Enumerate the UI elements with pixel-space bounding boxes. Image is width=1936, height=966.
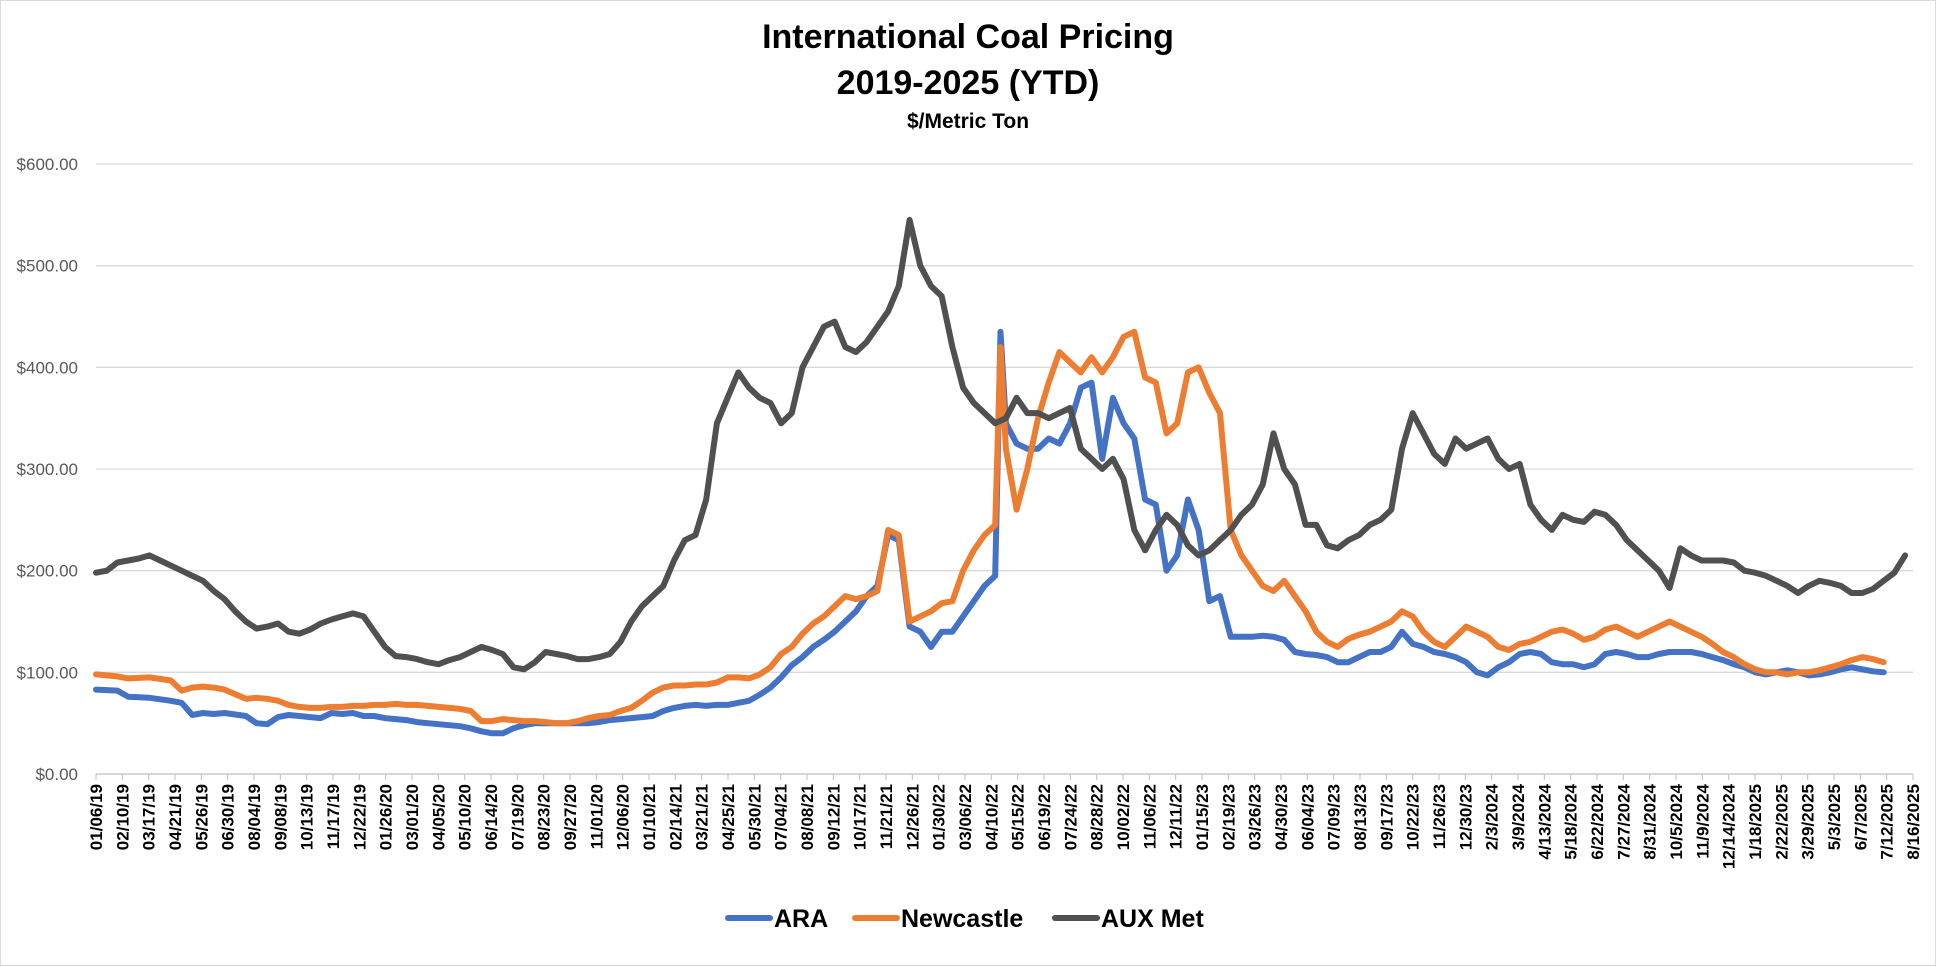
x-tick-label: 09/17/23: [1377, 784, 1396, 850]
x-tick-label: 11/01/20: [587, 784, 606, 849]
x-tick-label: 02/14/21: [666, 784, 685, 850]
legend-label: Newcastle: [901, 905, 1023, 933]
x-tick-label: 7/27/2024: [1614, 783, 1633, 859]
x-tick-label: 09/08/19: [271, 784, 290, 850]
x-tick-label: 11/9/2024: [1693, 783, 1712, 858]
x-tick-label: 8/31/2024: [1641, 783, 1660, 859]
y-tick-label: $300.00: [17, 460, 78, 479]
x-tick-label: 10/17/21: [851, 784, 870, 850]
x-tick-label: 11/17/19: [324, 784, 343, 849]
x-tick-label: 07/24/22: [1061, 784, 1080, 850]
x-tick-label: 12/26/21: [903, 784, 922, 850]
x-tick-label: 08/13/23: [1351, 784, 1370, 850]
x-tick-label: 03/06/22: [956, 784, 975, 850]
x-tick-label: 2/22/2025: [1772, 784, 1791, 860]
x-tick-label: 06/04/23: [1298, 784, 1317, 850]
x-tick-label: 5/18/2024: [1562, 783, 1581, 859]
x-tick-label: 06/14/20: [482, 784, 501, 850]
x-tick-label: 07/04/21: [772, 784, 791, 850]
x-tick-label: 1/18/2025: [1746, 784, 1765, 860]
chart-subtitle: $/Metric Ton: [906, 110, 1030, 133]
series-line-aux-met: [93, 216, 1909, 673]
x-tick-label: 08/08/21: [798, 784, 817, 850]
x-tick-label: 10/22/23: [1404, 784, 1423, 850]
x-tick-label: 5/3/2025: [1825, 784, 1844, 850]
x-tick-label: 07/09/23: [1325, 784, 1344, 850]
x-tick-label: 02/19/23: [1219, 784, 1238, 850]
x-tick-label: 01/10/21: [640, 784, 659, 850]
series-line-newcastle: [93, 328, 1887, 727]
x-tick-label: 01/15/23: [1193, 784, 1212, 850]
x-tick-label: 10/13/19: [298, 784, 317, 850]
x-tick-label: 03/21/21: [693, 784, 712, 850]
x-tick-label: 04/05/20: [429, 784, 448, 850]
x-tick-label: 3/29/2025: [1799, 784, 1818, 860]
x-tick-label: 04/21/19: [166, 784, 185, 850]
x-axis-ticks: 01/06/19 02/10/19 03/17/19 04/21/19 05/26/19…: [87, 774, 1923, 869]
x-tick-label: 08/23/20: [535, 784, 554, 850]
x-tick-label: 09/27/20: [561, 784, 580, 850]
series-lines: [93, 216, 1909, 737]
chart-title-line2: 2019-2025 (YTD): [836, 64, 1100, 102]
legend-label: ARA: [774, 905, 828, 933]
x-tick-label: 08/04/19: [245, 784, 264, 850]
x-tick-label: 09/12/21: [824, 784, 843, 850]
x-tick-label: 12/06/20: [614, 784, 633, 850]
x-tick-label: 8/16/2025: [1904, 784, 1923, 860]
x-tick-label: 12/14/2024: [1720, 783, 1739, 869]
x-tick-label: 11/21/21: [877, 784, 896, 849]
x-tick-label: 07/19/20: [508, 784, 527, 850]
x-tick-label: 03/26/23: [1246, 784, 1265, 850]
x-tick-label: 4/13/2024: [1535, 783, 1554, 859]
x-tick-label: 04/25/21: [719, 784, 738, 850]
x-tick-label: 03/17/19: [140, 784, 159, 850]
y-tick-label: $600.00: [17, 155, 78, 174]
x-tick-label: 04/10/22: [982, 784, 1001, 850]
x-tick-label: 2/3/2024: [1483, 783, 1502, 850]
x-tick-label: 03/01/20: [403, 784, 422, 850]
x-tick-label: 05/30/21: [745, 784, 764, 850]
legend: ARA Newcastle AUX Met: [725, 905, 1204, 933]
y-axis-ticks: $0.00 $100.00 $200.00 $300.00 $400.00 $500.00…: [17, 155, 78, 784]
y-tick-label: $0.00: [35, 765, 78, 784]
x-tick-label: 11/06/22: [1140, 784, 1159, 849]
y-tick-label: $100.00: [17, 663, 78, 682]
x-tick-label: 10/5/2024: [1667, 783, 1686, 859]
y-tick-label: $500.00: [17, 257, 78, 276]
x-tick-label: 01/30/22: [930, 784, 949, 850]
x-tick-label: 05/10/20: [456, 784, 475, 850]
x-tick-label: 02/10/19: [113, 784, 132, 850]
x-tick-label: 01/26/20: [377, 784, 396, 850]
x-tick-label: 05/26/19: [192, 784, 211, 850]
x-tick-label: 06/30/19: [219, 784, 238, 850]
x-tick-label: 6/22/2024: [1588, 783, 1607, 859]
x-tick-label: 06/19/22: [1035, 784, 1054, 850]
x-tick-label: 3/9/2024: [1509, 783, 1528, 850]
x-tick-label: 04/30/23: [1272, 784, 1291, 850]
legend-label: AUX Met: [1101, 905, 1204, 933]
x-tick-label: 05/15/22: [1009, 784, 1028, 850]
x-tick-label: 12/22/19: [350, 784, 369, 850]
x-tick-label: 7/12/2025: [1878, 784, 1897, 860]
y-tick-label: $400.00: [17, 358, 78, 377]
x-tick-label: 12/11/22: [1167, 784, 1186, 849]
chart-title: International Coal Pricing: [762, 18, 1174, 56]
x-tick-label: 10/02/22: [1114, 784, 1133, 850]
x-tick-label: 12/30/23: [1456, 784, 1475, 850]
x-tick-label: 6/7/2025: [1851, 784, 1870, 850]
x-tick-label: 08/28/22: [1088, 784, 1107, 850]
gridlines: [96, 163, 1913, 775]
x-tick-label: 11/26/23: [1430, 784, 1449, 849]
y-tick-label: $200.00: [17, 562, 78, 581]
x-tick-label: 01/06/19: [87, 784, 106, 850]
